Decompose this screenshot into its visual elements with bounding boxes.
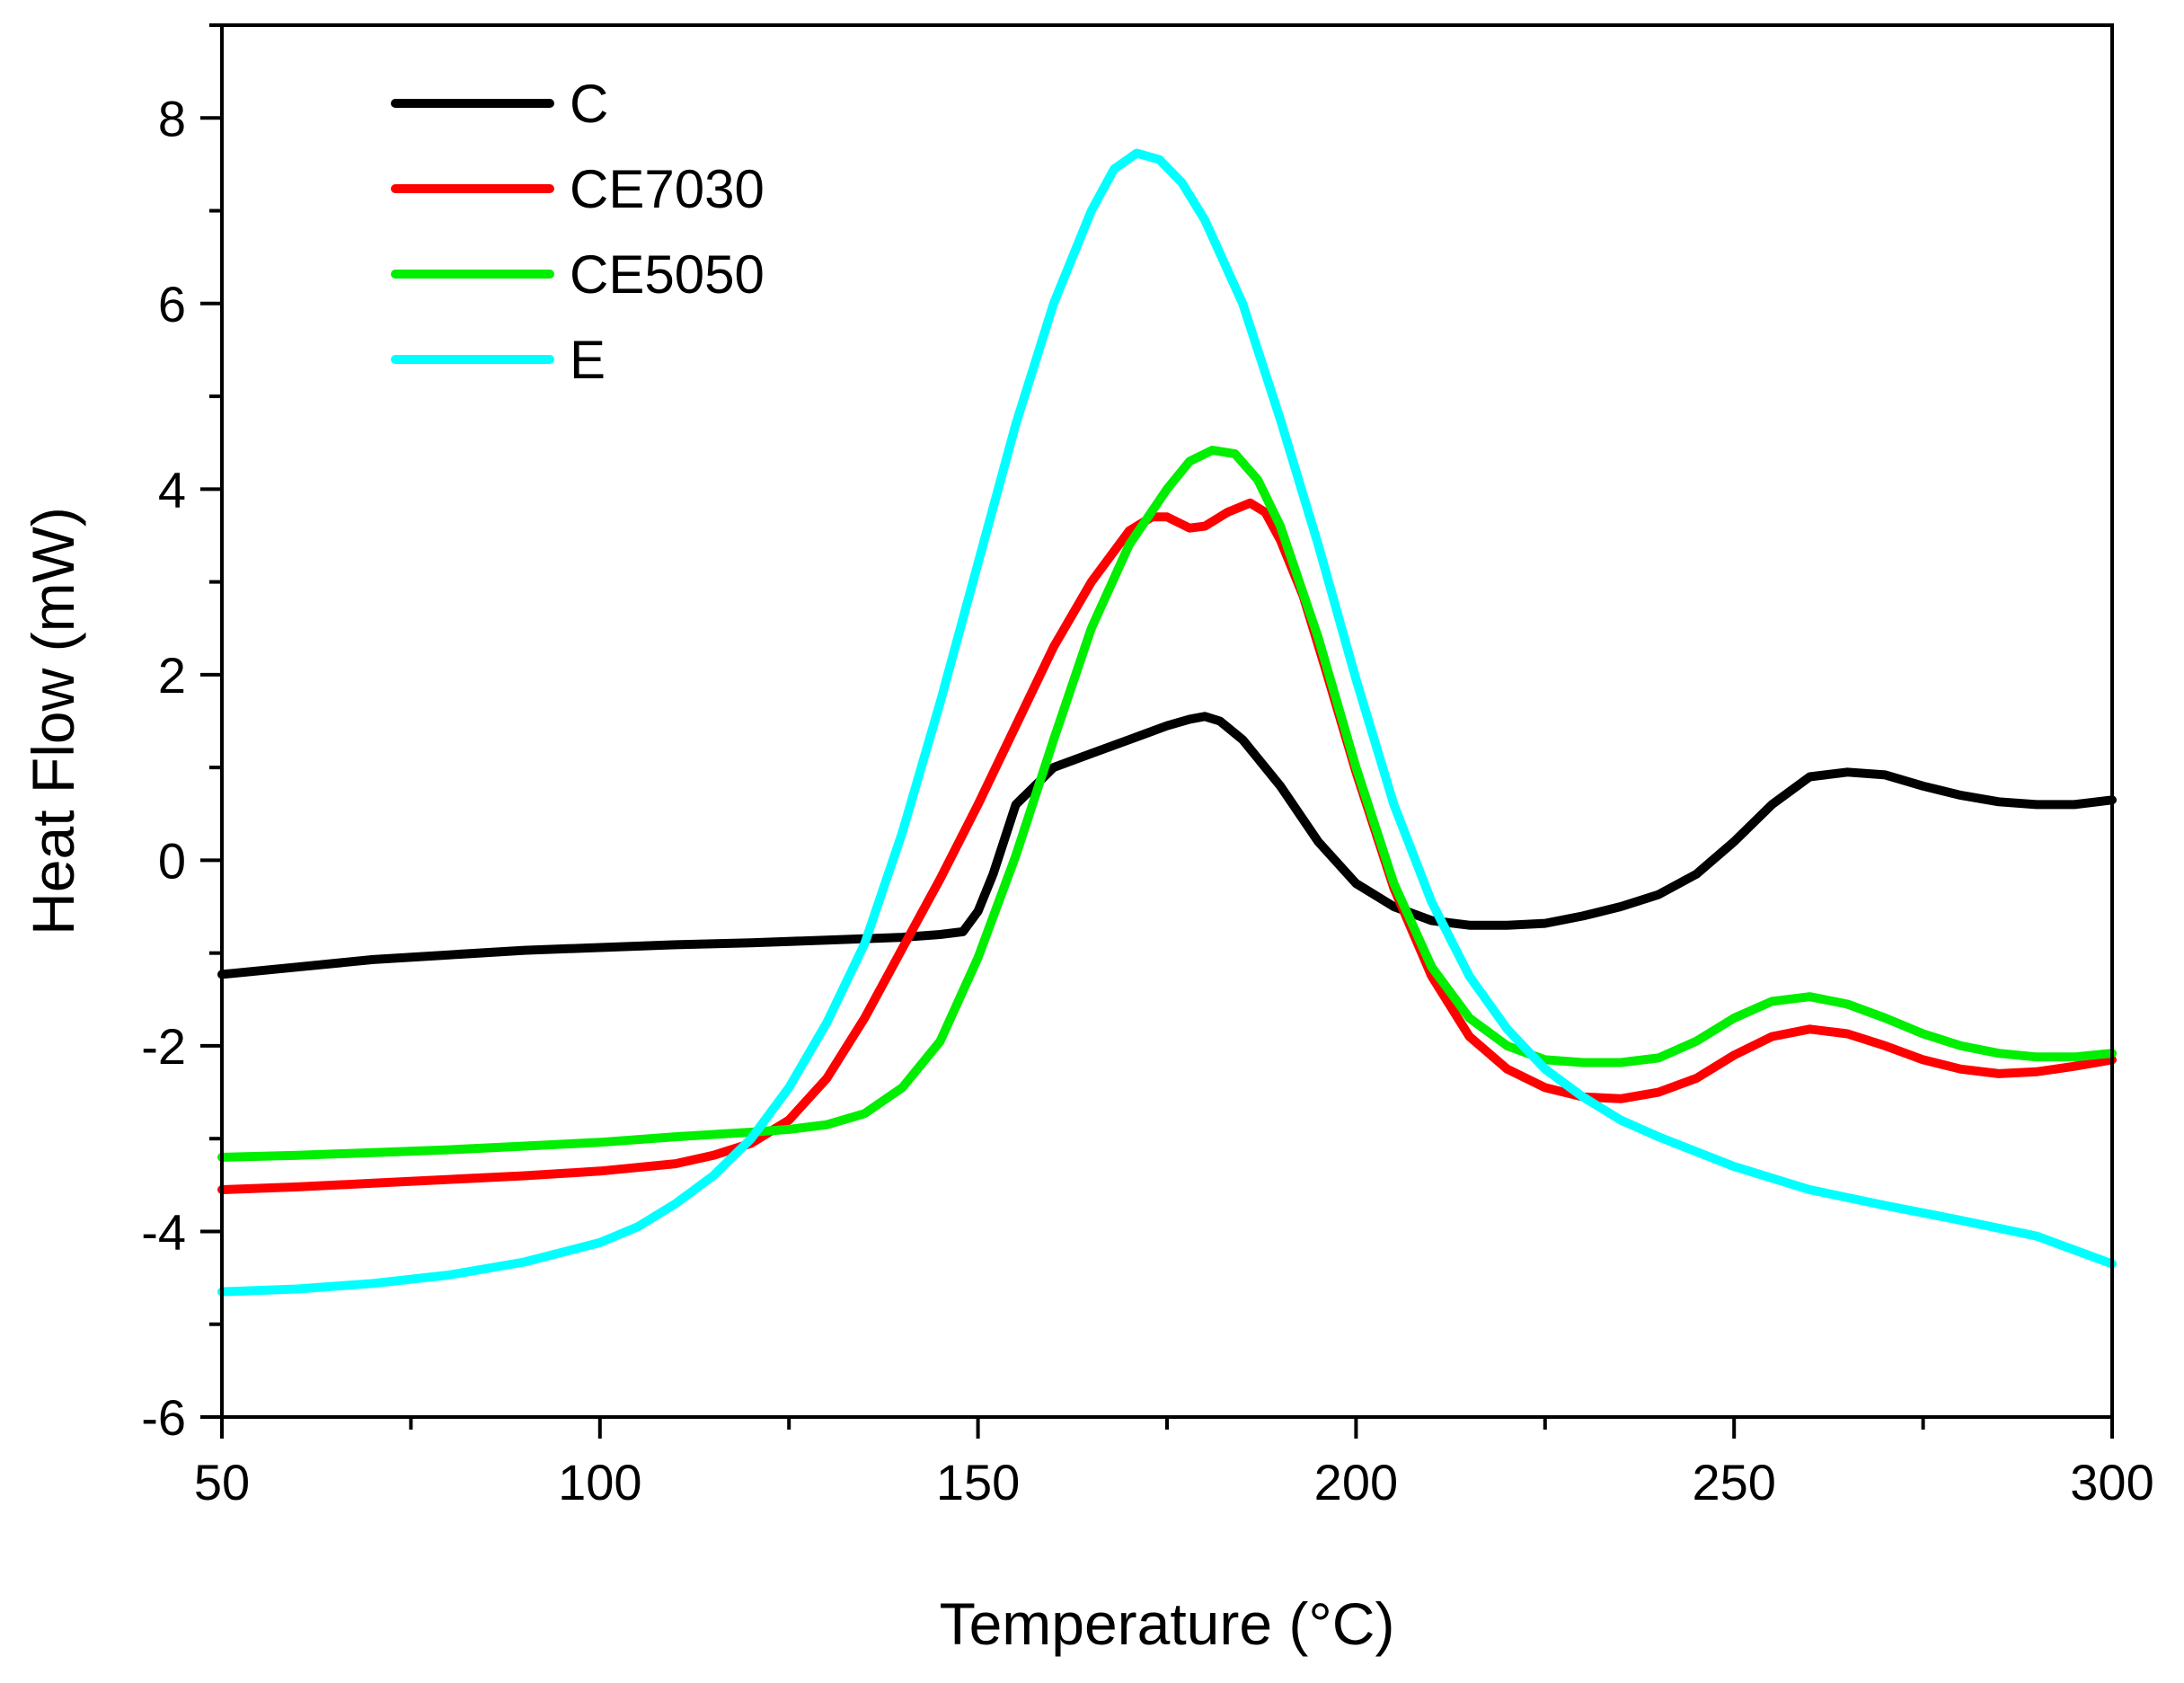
y-axis: -6 -4 -2 0 2 4 6 8 <box>141 23 222 1446</box>
y-tick-label: 8 <box>158 90 186 146</box>
x-tick-label: 300 <box>2070 1454 2153 1510</box>
y-tick-label: 4 <box>158 461 186 518</box>
y-tick-label: 2 <box>158 647 186 704</box>
x-tick-label: 150 <box>936 1454 1020 1510</box>
series-line-c <box>217 712 2117 979</box>
y-axis-title: Heat Flow (mW) <box>20 507 86 935</box>
series-line-ce7030 <box>217 498 2117 1194</box>
x-tick-label: 100 <box>558 1454 641 1510</box>
y-tick-label: 6 <box>158 276 186 332</box>
y-tick-label: -2 <box>141 1018 186 1075</box>
legend-label-c: C <box>570 74 608 134</box>
legend-label-ce5050: CE5050 <box>570 244 765 305</box>
x-tick-label: 50 <box>194 1454 250 1510</box>
x-tick-label: 200 <box>1314 1454 1398 1510</box>
series-line-ce5050 <box>217 446 2117 1162</box>
series-layer <box>217 148 2117 1297</box>
y-tick-label: 0 <box>158 832 186 889</box>
x-axis-title: Temperature (°C) <box>940 1590 1395 1657</box>
x-axis: 50 100 150 200 250 300 <box>194 1417 2154 1510</box>
y-tick-label: -4 <box>141 1203 186 1260</box>
series-line-e <box>217 148 2117 1297</box>
x-tick-label: 250 <box>1692 1454 1775 1510</box>
y-tick-label: -6 <box>141 1389 186 1446</box>
legend-label-ce7030: CE7030 <box>570 159 765 219</box>
legend: C CE7030 CE5050 E <box>391 74 765 390</box>
legend-label-e: E <box>570 330 606 390</box>
